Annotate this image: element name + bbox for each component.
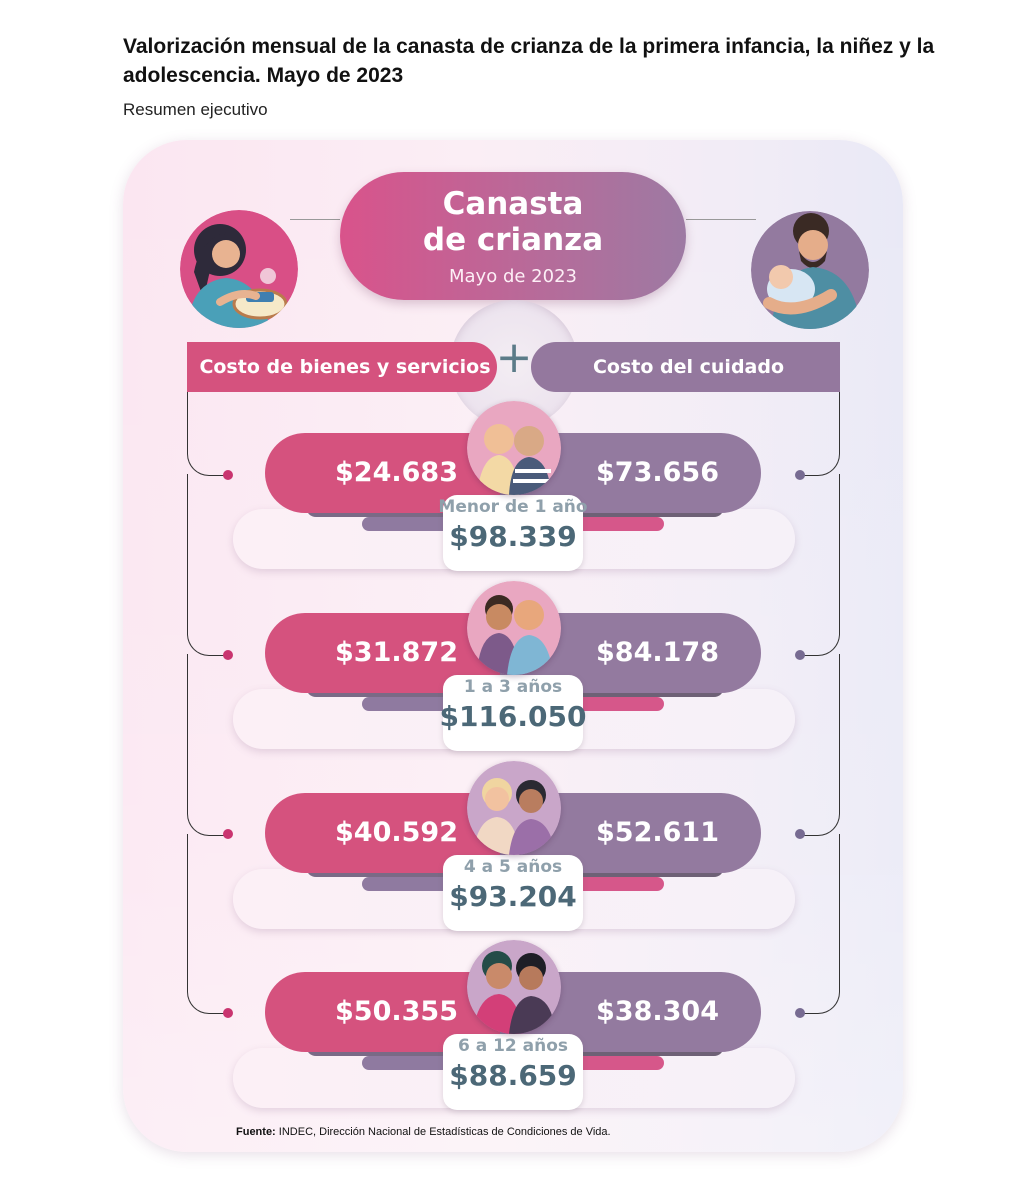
basket-title: Canasta de crianza [422, 186, 604, 258]
total-cost: $98.339 [449, 520, 577, 553]
goods-services-header: Costo de bienes y servicios [187, 342, 497, 392]
babies-icon [467, 401, 561, 495]
age-row: $40.592 $52.611 4 a 5 años $93.204 [0, 761, 1027, 943]
age-row: $24.683 $73.656 Menor de 1 año $98.339 [0, 401, 1027, 583]
age-row: $31.872 $84.178 1 a 3 años $116.050 [0, 581, 1027, 763]
connector-right [839, 474, 840, 632]
connector-left [187, 654, 188, 812]
connector-dot [795, 1008, 805, 1018]
basket-title-pill: Canasta de crianza Mayo de 2023 [340, 172, 686, 300]
connector-dot [223, 650, 233, 660]
source-note: Fuente: INDEC, Dirección Nacional de Est… [236, 1126, 611, 1138]
source-text: INDEC, Dirección Nacional de Estadística… [278, 1126, 611, 1138]
connector-dot [223, 470, 233, 480]
connector-dot [795, 829, 805, 839]
connector-right [839, 654, 840, 812]
preteens-icon [467, 940, 561, 1034]
mother-illustration-icon [180, 210, 298, 328]
connector-left [187, 474, 188, 632]
connector-left [187, 834, 188, 992]
page-subtitle: Resumen ejecutivo [123, 100, 268, 119]
plus-icon: + [495, 332, 533, 383]
age-label: 4 a 5 años [463, 857, 563, 877]
page-title: Valorización mensual de la canasta de cr… [123, 35, 935, 87]
connector-left [187, 392, 188, 452]
header-line-right [686, 219, 756, 220]
connector-dot [795, 470, 805, 480]
age-row: $50.355 $38.304 6 a 12 años $88.659 [0, 940, 1027, 1122]
age-label: 1 a 3 años [463, 677, 563, 697]
total-cost: $116.050 [439, 700, 587, 733]
age-label: 6 a 12 años [457, 1036, 569, 1056]
care-cost-header: Costo del cuidado [531, 342, 840, 392]
basket-date: Mayo de 2023 [449, 266, 577, 287]
connector-dot [223, 1008, 233, 1018]
connector-right [839, 834, 840, 992]
total-cost: $88.659 [449, 1059, 577, 1092]
total-cost: $93.204 [449, 880, 577, 913]
connector-right [839, 392, 840, 452]
children-icon [467, 761, 561, 855]
connector-dot [795, 650, 805, 660]
age-label: Menor de 1 año [438, 497, 588, 517]
connector-dot [223, 829, 233, 839]
father-illustration-icon [751, 211, 869, 329]
toddlers-icon [467, 581, 561, 675]
source-label: Fuente: [236, 1126, 276, 1138]
header-line-left [290, 219, 340, 220]
